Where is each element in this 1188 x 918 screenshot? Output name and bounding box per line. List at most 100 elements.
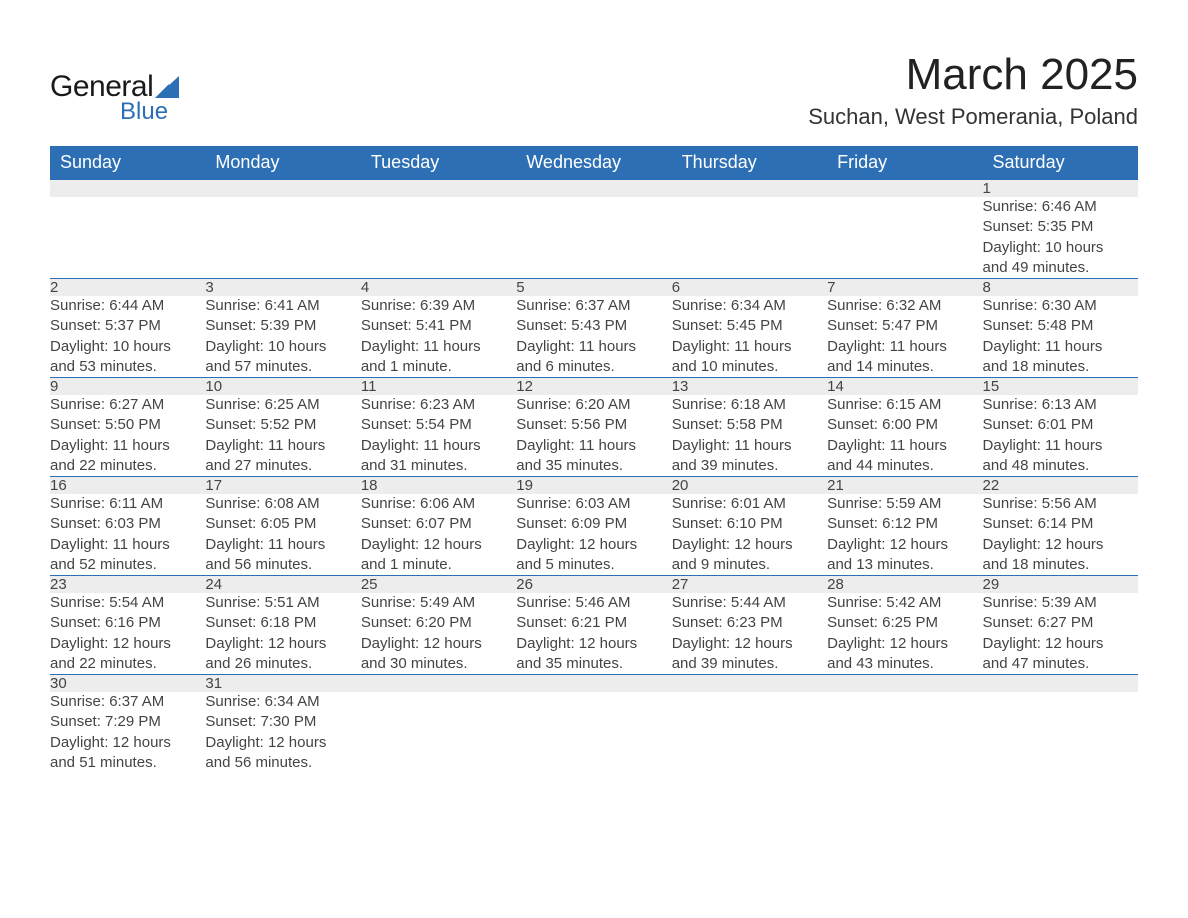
day-data-cell	[516, 197, 671, 279]
day-number-cell: 26	[516, 576, 671, 594]
day-number-cell: 27	[672, 576, 827, 594]
day-day2: and 1 minute.	[361, 555, 516, 575]
day-day2: and 1 minute.	[361, 357, 516, 377]
day-sunrise: Sunrise: 6:25 AM	[205, 395, 360, 415]
week-data-row: Sunrise: 6:11 AMSunset: 6:03 PMDaylight:…	[50, 494, 1138, 576]
day-data-cell: Sunrise: 6:01 AMSunset: 6:10 PMDaylight:…	[672, 494, 827, 576]
day-data-cell: Sunrise: 5:51 AMSunset: 6:18 PMDaylight:…	[205, 593, 360, 675]
day-sunset: Sunset: 5:35 PM	[983, 217, 1138, 237]
month-title: March 2025	[808, 50, 1138, 100]
day-day1: Daylight: 11 hours	[672, 337, 827, 357]
week-number-row: 1	[50, 180, 1138, 198]
day-day2: and 31 minutes.	[361, 456, 516, 476]
day-day1: Daylight: 12 hours	[516, 634, 671, 654]
day-number-cell: 22	[983, 477, 1138, 495]
weekday-header: Thursday	[672, 146, 827, 180]
day-day2: and 49 minutes.	[983, 258, 1138, 278]
logo-text-blue: Blue	[120, 98, 179, 126]
day-number-cell: 9	[50, 378, 205, 396]
day-data-cell: Sunrise: 6:34 AMSunset: 7:30 PMDaylight:…	[205, 692, 360, 773]
calendar-table: SundayMondayTuesdayWednesdayThursdayFrid…	[50, 146, 1138, 773]
day-day2: and 57 minutes.	[205, 357, 360, 377]
day-day1: Daylight: 11 hours	[205, 535, 360, 555]
day-number-cell: 29	[983, 576, 1138, 594]
day-number-cell: 6	[672, 279, 827, 297]
day-data-cell: Sunrise: 6:39 AMSunset: 5:41 PMDaylight:…	[361, 296, 516, 378]
day-sunset: Sunset: 5:54 PM	[361, 415, 516, 435]
day-day2: and 26 minutes.	[205, 654, 360, 674]
day-number-cell	[50, 180, 205, 198]
day-number: 31	[205, 675, 222, 692]
day-number-cell	[672, 675, 827, 693]
day-sunrise: Sunrise: 6:13 AM	[983, 395, 1138, 415]
weekday-header: Wednesday	[516, 146, 671, 180]
weekday-header: Friday	[827, 146, 982, 180]
day-sunset: Sunset: 5:56 PM	[516, 415, 671, 435]
week-number-row: 9101112131415	[50, 378, 1138, 396]
day-day1: Daylight: 11 hours	[672, 436, 827, 456]
day-sunrise: Sunrise: 6:44 AM	[50, 296, 205, 316]
day-day1: Daylight: 11 hours	[516, 337, 671, 357]
day-number-cell: 19	[516, 477, 671, 495]
day-sunset: Sunset: 6:07 PM	[361, 514, 516, 534]
day-day2: and 39 minutes.	[672, 654, 827, 674]
day-number-cell: 18	[361, 477, 516, 495]
day-sunrise: Sunrise: 6:15 AM	[827, 395, 982, 415]
day-number: 20	[672, 477, 689, 494]
day-sunset: Sunset: 5:48 PM	[983, 316, 1138, 336]
day-number: 22	[983, 477, 1000, 494]
day-number-cell: 2	[50, 279, 205, 297]
day-day1: Daylight: 11 hours	[50, 535, 205, 555]
day-sunrise: Sunrise: 5:51 AM	[205, 593, 360, 613]
day-number-cell	[827, 675, 982, 693]
day-data-cell: Sunrise: 5:46 AMSunset: 6:21 PMDaylight:…	[516, 593, 671, 675]
week-data-row: Sunrise: 6:44 AMSunset: 5:37 PMDaylight:…	[50, 296, 1138, 378]
day-number: 16	[50, 477, 67, 494]
day-number-cell: 11	[361, 378, 516, 396]
day-data-cell	[516, 692, 671, 773]
day-day1: Daylight: 12 hours	[50, 733, 205, 753]
day-number: 15	[983, 378, 1000, 395]
day-data-cell: Sunrise: 6:46 AMSunset: 5:35 PMDaylight:…	[983, 197, 1138, 279]
day-day1: Daylight: 11 hours	[361, 436, 516, 456]
day-number: 14	[827, 378, 844, 395]
day-day2: and 18 minutes.	[983, 357, 1138, 377]
day-data-cell: Sunrise: 5:54 AMSunset: 6:16 PMDaylight:…	[50, 593, 205, 675]
day-sunset: Sunset: 6:03 PM	[50, 514, 205, 534]
week-number-row: 2345678	[50, 279, 1138, 297]
day-sunrise: Sunrise: 6:18 AM	[672, 395, 827, 415]
day-number: 10	[205, 378, 222, 395]
day-day1: Daylight: 11 hours	[827, 337, 982, 357]
day-number-cell: 20	[672, 477, 827, 495]
day-data-cell: Sunrise: 6:37 AMSunset: 5:43 PMDaylight:…	[516, 296, 671, 378]
day-day2: and 22 minutes.	[50, 456, 205, 476]
day-sunset: Sunset: 6:20 PM	[361, 613, 516, 633]
day-number: 5	[516, 279, 524, 296]
day-data-cell: Sunrise: 6:44 AMSunset: 5:37 PMDaylight:…	[50, 296, 205, 378]
week-data-row: Sunrise: 6:46 AMSunset: 5:35 PMDaylight:…	[50, 197, 1138, 279]
day-day1: Daylight: 12 hours	[361, 634, 516, 654]
day-day2: and 10 minutes.	[672, 357, 827, 377]
day-data-cell	[827, 197, 982, 279]
day-number: 13	[672, 378, 689, 395]
day-day1: Daylight: 10 hours	[50, 337, 205, 357]
week-data-row: Sunrise: 6:37 AMSunset: 7:29 PMDaylight:…	[50, 692, 1138, 773]
week-data-row: Sunrise: 5:54 AMSunset: 6:16 PMDaylight:…	[50, 593, 1138, 675]
day-sunrise: Sunrise: 6:46 AM	[983, 197, 1138, 217]
day-sunset: Sunset: 7:29 PM	[50, 712, 205, 732]
day-day1: Daylight: 12 hours	[827, 634, 982, 654]
day-day2: and 47 minutes.	[983, 654, 1138, 674]
day-data-cell	[50, 197, 205, 279]
day-data-cell	[672, 197, 827, 279]
header-row: General Blue March 2025 Suchan, West Pom…	[50, 40, 1138, 140]
weekday-header: Sunday	[50, 146, 205, 180]
day-day1: Daylight: 11 hours	[983, 436, 1138, 456]
day-data-cell: Sunrise: 6:37 AMSunset: 7:29 PMDaylight:…	[50, 692, 205, 773]
day-day2: and 53 minutes.	[50, 357, 205, 377]
day-number-cell: 16	[50, 477, 205, 495]
day-number-cell: 13	[672, 378, 827, 396]
day-sunset: Sunset: 6:25 PM	[827, 613, 982, 633]
day-sunrise: Sunrise: 6:34 AM	[205, 692, 360, 712]
day-number-cell: 15	[983, 378, 1138, 396]
day-sunrise: Sunrise: 6:11 AM	[50, 494, 205, 514]
